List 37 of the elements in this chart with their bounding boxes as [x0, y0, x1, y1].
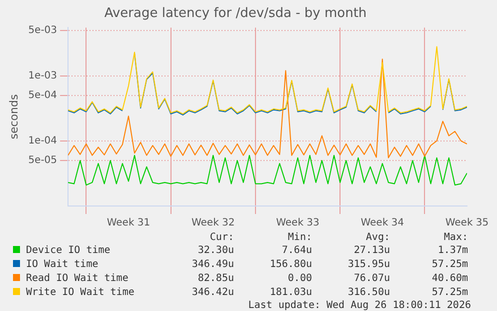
y-tick-label: 5e-03: [28, 24, 58, 36]
text: 1.37m: [436, 244, 468, 258]
x-tick-label: Week 32: [191, 218, 235, 229]
text: Avg:: [364, 232, 390, 244]
text: 0.00: [286, 272, 312, 286]
x-tick-label: Week 31: [106, 218, 150, 229]
legend-label: IO Wait time: [25, 258, 100, 272]
text: Cur:: [208, 232, 234, 244]
chart-title: Average latency for /dev/sda - by month: [104, 6, 367, 22]
text: 40.60m: [430, 272, 468, 286]
text: 57.25m: [430, 286, 468, 300]
y-tick-label: 1e-04: [28, 135, 58, 146]
text: 315.95u: [346, 258, 390, 272]
text: 316.50u: [346, 286, 390, 300]
text: 346.49u: [190, 258, 234, 272]
y-tick-label: 5e-05: [28, 155, 58, 166]
text: 181.03u: [268, 286, 312, 300]
text: 76.07u: [352, 272, 390, 286]
y-axis-title: seconds: [7, 94, 20, 140]
text: 346.42u: [190, 286, 234, 300]
x-tick-label: Week 35: [445, 218, 489, 229]
text: Min:: [286, 232, 312, 244]
y-tick-label: 1e-03: [28, 70, 58, 82]
text: Max:: [442, 232, 468, 244]
legend-label: Device IO time: [25, 244, 112, 258]
text: 32.30u: [196, 244, 234, 258]
legend-label: Read IO Wait time: [25, 272, 130, 286]
y-tick-label: 5e-04: [28, 90, 58, 101]
x-tick-label: Week 34: [360, 218, 404, 229]
text: 7.64u: [280, 244, 312, 258]
text: 82.85u: [196, 272, 234, 286]
text: 27.13u: [352, 244, 390, 258]
text: 57.25m: [430, 258, 468, 272]
text: Last update: Wed Aug 26 18:00:11 2026: [247, 300, 472, 311]
x-tick-label: Week 33: [276, 218, 320, 229]
text: 156.80u: [268, 258, 312, 272]
legend-label: Write IO Wait time: [25, 286, 136, 300]
